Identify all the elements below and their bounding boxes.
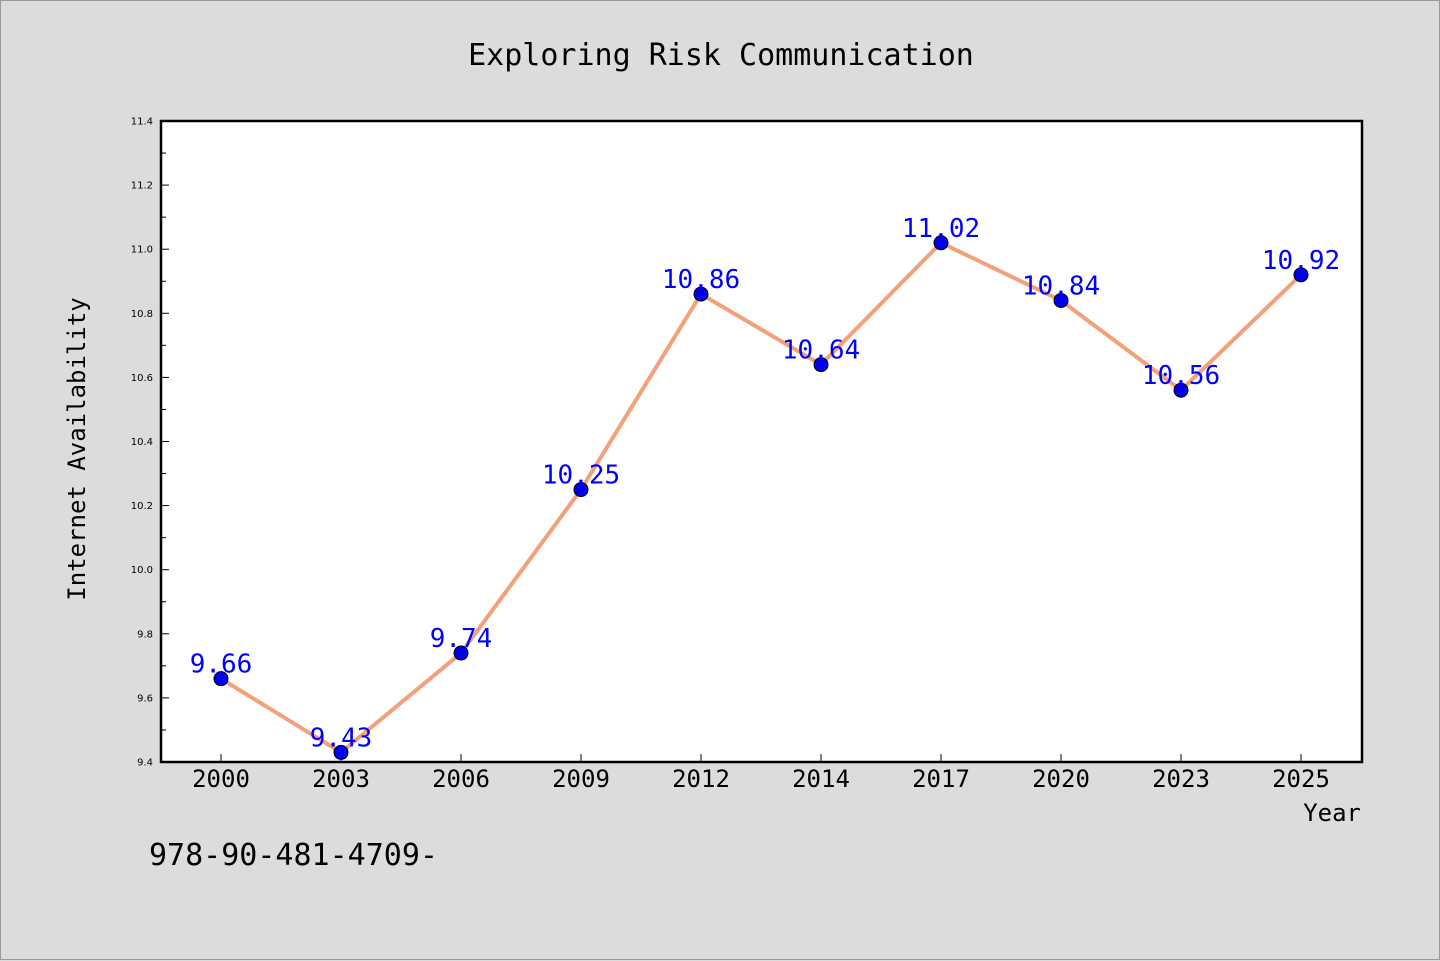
data-label: 9.74: [430, 624, 493, 654]
x-axis-label: Year: [1303, 799, 1361, 827]
x-tick-label: 2012: [672, 765, 730, 793]
data-label: 10.25: [542, 461, 620, 491]
data-point: [1053, 292, 1069, 308]
data-label: 9.66: [190, 650, 253, 680]
chart-title: Exploring Risk Communication: [468, 38, 974, 73]
y-axis: 9.4 9.6 9.8 10.0 10.2 10.4 10.6 10.8 11.0 11.2 11.…: [131, 117, 169, 769]
y-tick-label: 11.2: [131, 181, 153, 192]
data-point: [573, 482, 589, 498]
data-point: [333, 744, 349, 760]
x-tick-label: 2000: [192, 765, 250, 793]
data-point: [453, 645, 469, 661]
data-label: 11.02: [902, 214, 980, 244]
x-tick-label: 2014: [792, 765, 850, 793]
data-point: [933, 235, 949, 251]
data-label: 10.86: [662, 265, 740, 295]
data-point: [813, 357, 829, 373]
y-tick-label: 9.4: [137, 758, 153, 769]
x-tick-label: 2023: [1152, 765, 1210, 793]
y-tick-label: 10.6: [131, 373, 153, 384]
y-tick-label: 10.0: [131, 565, 153, 576]
x-tick-label: 2017: [912, 765, 970, 793]
y-tick-label: 11.0: [131, 245, 153, 256]
plot-area: [159, 119, 1364, 764]
footer-text: 978-90-481-4709-: [149, 838, 438, 873]
data-label: 10.92: [1262, 246, 1340, 276]
x-axis: 2000 2003 2006 2009 2012 2014 2017 2020 2023 2025: [192, 754, 1330, 793]
data-point: [213, 671, 229, 687]
y-tick-label: 10.4: [131, 437, 153, 448]
x-tick-label: 2025: [1272, 765, 1330, 793]
series-line: 9.66 9.43 9.74 10.25 10.86 10.64 11.02 10.84 10.…: [190, 214, 1340, 760]
y-tick-label: 9.8: [137, 629, 153, 640]
data-label: 9.43: [310, 723, 373, 753]
data-point: [693, 286, 709, 302]
y-tick-label: 11.4: [131, 117, 153, 128]
y-tick-label: 10.8: [131, 309, 153, 320]
x-tick-label: 2003: [312, 765, 370, 793]
data-label: 10.64: [782, 336, 860, 366]
x-tick-label: 2006: [432, 765, 490, 793]
series-path: [219, 240, 1303, 755]
y-axis-label: Internet Availability: [63, 297, 91, 600]
x-tick-label: 2009: [552, 765, 610, 793]
x-tick-label: 2020: [1032, 765, 1090, 793]
data-label: 10.84: [1022, 271, 1100, 301]
y-tick-label: 10.2: [131, 501, 153, 512]
data-point: [1293, 267, 1309, 283]
data-point: [1173, 382, 1189, 398]
data-label: 10.56: [1142, 361, 1220, 391]
y-tick-label: 9.6: [137, 693, 153, 704]
